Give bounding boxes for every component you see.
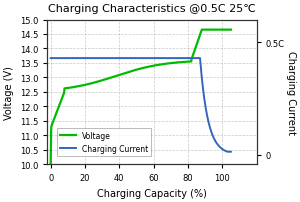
X-axis label: Charging Capacity (%): Charging Capacity (%) xyxy=(97,188,207,198)
Voltage xyxy=(158,64,162,66)
Charging Current xyxy=(60,58,64,60)
Voltage xyxy=(154,65,157,67)
Charging Current xyxy=(158,58,162,60)
Charging Current xyxy=(204,108,208,111)
Line: Voltage: Voltage xyxy=(51,31,231,164)
Charging Current xyxy=(226,151,230,153)
Charging Current xyxy=(229,151,233,153)
Charging Current xyxy=(49,58,52,60)
Voltage xyxy=(164,63,167,66)
Voltage xyxy=(229,29,233,32)
Line: Charging Current: Charging Current xyxy=(51,59,231,152)
Voltage xyxy=(60,98,64,101)
Voltage xyxy=(200,29,204,32)
Voltage xyxy=(186,61,189,64)
Legend: Voltage, Charging Current: Voltage, Charging Current xyxy=(57,128,151,156)
Charging Current xyxy=(154,58,157,60)
Charging Current xyxy=(164,58,167,60)
Charging Current xyxy=(186,58,189,60)
Y-axis label: Voltage (V): Voltage (V) xyxy=(4,66,14,119)
Voltage xyxy=(204,29,208,32)
Title: Charging Characteristics @0.5C 25℃: Charging Characteristics @0.5C 25℃ xyxy=(48,4,256,14)
Voltage xyxy=(49,163,52,166)
Y-axis label: Charging Current: Charging Current xyxy=(286,51,296,134)
